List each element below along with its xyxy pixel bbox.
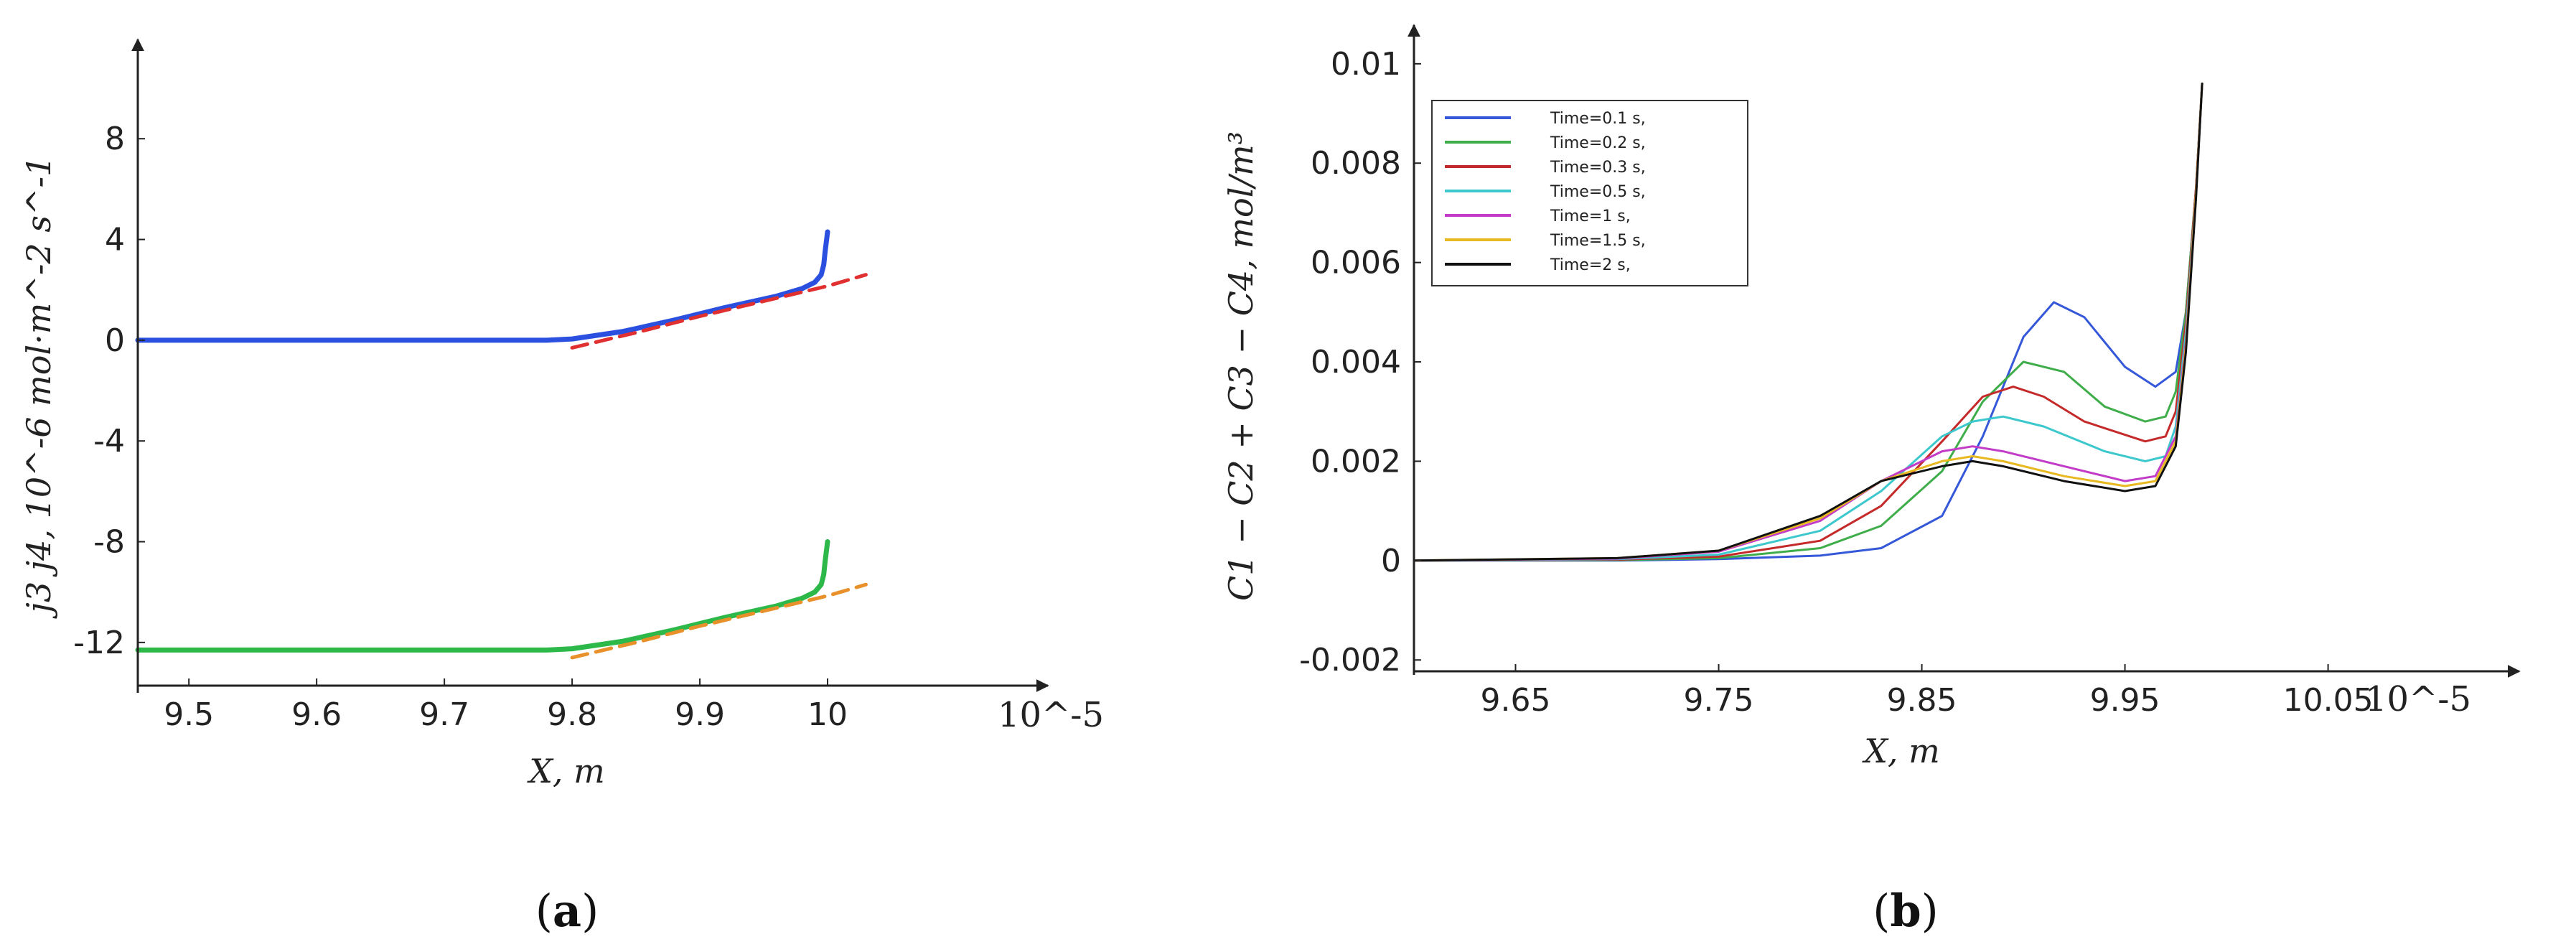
panel-b-x-axis-label: X, m — [1862, 732, 1940, 770]
panel-a-x-tick-labels: 9.5 9.6 9.7 9.8 9.9 10 — [164, 678, 848, 733]
y-tick-label: 0.004 — [1311, 344, 1401, 381]
panel-b-series — [1413, 83, 2203, 562]
x-tick-label: 9.6 — [291, 696, 342, 733]
panel-b-y-tick-labels: 0.01 0.008 0.006 0.004 0.002 0 -0.002 — [1299, 46, 1421, 678]
x-tick-label: 9.65 — [1481, 682, 1551, 719]
panel-a-x-axis-label: X, m — [527, 752, 605, 790]
y-tick-label: 0.008 — [1311, 145, 1401, 182]
panel-a-y-tick-labels: 8 4 0 -4 -8 -12 — [73, 121, 145, 661]
y-tick-label: 0.006 — [1311, 245, 1401, 281]
panel-a-y-axis-label: j3 j4, 10^-6 mol·m^-2 s^-1 — [19, 156, 58, 620]
y-tick-label: -4 — [93, 423, 125, 459]
x-tick-label: 10.05 — [2283, 682, 2374, 719]
series-line-1 — [135, 229, 830, 343]
x-tick-label: 9.85 — [1887, 682, 1957, 719]
series-line-4 — [570, 582, 868, 660]
panel-b-y-axis-label: C1 − C2 + C3 − C4, mol/m³ — [1222, 131, 1260, 601]
panel-a-letter: a — [553, 885, 581, 937]
legend-entry: Time=1 s, — [1550, 207, 1631, 225]
y-tick-label: 8 — [105, 121, 125, 157]
y-tick-label: -8 — [93, 524, 125, 561]
x-tick-label: 9.75 — [1684, 682, 1754, 719]
series-line-3 — [1413, 83, 2203, 562]
x-tick-label: 9.95 — [2090, 682, 2160, 719]
panel-b-legend: Time=0.1 s, Time=0.2 s, Time=0.3 s, Time=0.… — [1431, 100, 1748, 286]
legend-entry: Time=1.5 s, — [1550, 232, 1646, 250]
y-tick-label: -0.002 — [1299, 642, 1401, 678]
panel-a-chart: 9.5 9.6 9.7 9.8 9.9 10 840-4-8-12 X, m 10^-5 … — [19, 38, 1104, 937]
x-tick-label: 9.5 — [164, 696, 214, 733]
panel-a-caption: (a) — [535, 885, 599, 937]
legend-entry: Time=2 s, — [1550, 256, 1631, 274]
panel-a-series — [135, 229, 868, 660]
panel-b-caption: (b) — [1873, 885, 1939, 937]
y-tick-label: 0.002 — [1311, 443, 1401, 480]
y-tick-label: 0.01 — [1331, 46, 1401, 83]
legend-entry: Time=0.1 s, — [1550, 110, 1646, 128]
x-tick-label: 10 — [807, 696, 848, 733]
legend-entry: Time=0.5 s, — [1550, 183, 1646, 201]
legend-frame — [1431, 100, 1748, 286]
series-line-2 — [570, 273, 868, 350]
panel-b-chart: 9.65 9.75 9.85 9.95 10.05 0.01 0.008 0.006 0.00… — [1222, 24, 2521, 937]
panel-b-letter: b — [1890, 885, 1921, 937]
y-tick-label: -12 — [73, 625, 125, 661]
series-line-3 — [135, 539, 830, 653]
x-tick-label: 9.7 — [419, 696, 469, 733]
y-tick-label: 0 — [1381, 543, 1401, 579]
legend-entry: Time=0.3 s, — [1550, 159, 1646, 177]
x-tick-label: 9.9 — [675, 696, 725, 733]
panel-a-x-exponent: 10^-5 — [998, 695, 1104, 735]
panel-b-x-exponent: 10^-5 — [2365, 679, 2471, 719]
x-tick-label: 9.8 — [547, 696, 597, 733]
panel-b-x-tick-labels: 9.65 9.75 9.85 9.95 10.05 — [1481, 664, 2374, 719]
legend-entry: Time=0.2 s, — [1550, 134, 1646, 152]
y-tick-label: 0 — [105, 322, 125, 359]
y-tick-label: 4 — [105, 222, 125, 258]
series-line-2 — [1413, 83, 2203, 562]
series-line-7 — [1413, 83, 2203, 562]
series-line-1 — [1413, 83, 2203, 562]
